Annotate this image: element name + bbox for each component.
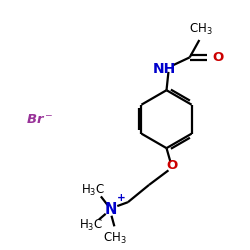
Text: H$_3$C: H$_3$C: [79, 218, 103, 233]
Text: NH: NH: [153, 62, 176, 76]
Text: N: N: [104, 202, 117, 218]
Text: CH$_3$: CH$_3$: [190, 22, 213, 37]
Text: O: O: [212, 51, 223, 64]
Text: H$_3$C: H$_3$C: [81, 183, 105, 198]
Text: +: +: [117, 193, 126, 203]
Text: CH$_3$: CH$_3$: [102, 231, 126, 246]
Text: O: O: [167, 159, 178, 172]
Text: Br$^-$: Br$^-$: [26, 113, 53, 126]
